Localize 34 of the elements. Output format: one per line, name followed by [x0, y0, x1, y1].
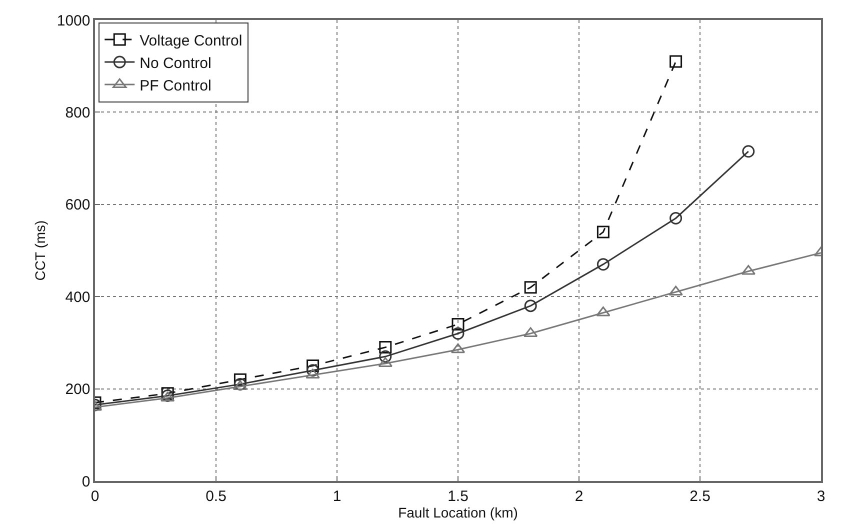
- point: [596, 226, 610, 238]
- x-tick-label: 2: [574, 488, 584, 505]
- x-tick-label: 0.5: [206, 488, 226, 505]
- point: [452, 318, 464, 331]
- point: [670, 212, 682, 224]
- y-axis-title: CCT (ms): [32, 220, 48, 281]
- point: [379, 350, 392, 363]
- x-tick-label: 3: [816, 488, 826, 505]
- point: [160, 392, 175, 402]
- point: [306, 360, 320, 372]
- x-tick-label: 1.5: [448, 488, 468, 505]
- point: [596, 258, 610, 271]
- y-tick-label: 1000: [56, 12, 90, 30]
- x-tick-label: 1: [332, 488, 342, 505]
- y-tick-label: 400: [65, 288, 90, 306]
- point: [524, 281, 537, 294]
- y-tick-label: 600: [65, 196, 90, 214]
- point: [524, 300, 537, 312]
- legend-label: PF Control: [140, 77, 212, 94]
- y-tick-label: 200: [65, 381, 90, 398]
- point: [596, 306, 610, 316]
- point: [234, 373, 246, 386]
- legend-label: No Control: [140, 54, 212, 72]
- y-tick-label: 0: [82, 473, 90, 490]
- point: [379, 341, 392, 354]
- point: [670, 55, 682, 68]
- y-tick-label: 800: [65, 104, 90, 122]
- legend-label: Voltage Control: [140, 32, 242, 50]
- point: [742, 145, 755, 158]
- x-tick-label: 2.5: [690, 488, 710, 505]
- point: [450, 343, 466, 354]
- x-axis-title: Fault Location (km): [398, 504, 518, 521]
- point: [452, 327, 464, 340]
- point: [306, 364, 320, 377]
